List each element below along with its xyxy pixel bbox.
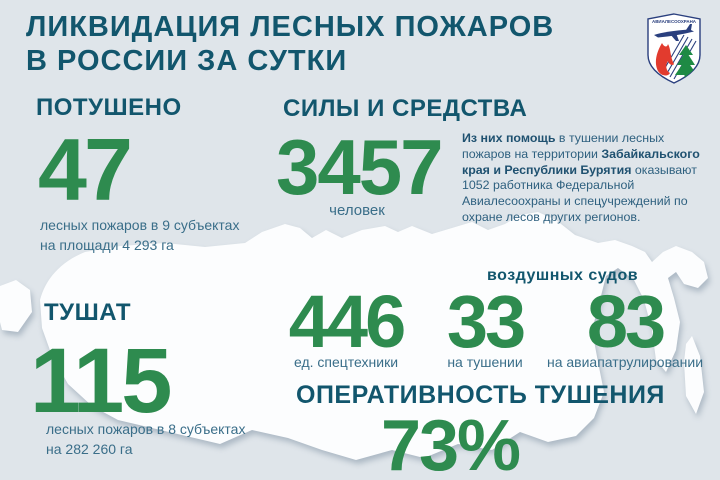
aircraft-group-label: воздушных судов [487,267,639,284]
in-progress-caption-line2: на 282 260 га [46,441,133,458]
extinguished-count: 47 [38,120,133,219]
note-bold-1: Из них помощь [462,131,556,145]
extinguished-heading: ПОТУШЕНО [36,94,182,121]
equipment-label: ед. спецтехники [293,354,399,370]
note-bold-2: Забайкальского края и Республики Бурятия [462,146,700,177]
airplane-icon [654,24,694,41]
efficiency-value: 73% [380,406,521,480]
efficiency-heading: ОПЕРАТИВНОСТЬ ТУШЕНИЯ [296,381,665,409]
russia-map-sakhalin [684,336,704,414]
russia-map-west-fragment [0,280,32,332]
aircraft-firefighting-label: на тушении [447,354,523,370]
aircraft-patrol-label: на авиапатрулировании [546,354,704,370]
people-count: 3457 [276,123,444,211]
note-text-2: оказывают 1052 работника Федеральной Ави… [462,162,697,224]
extinguished-caption: лесных пожаров в 9 субъектах на площади … [40,215,239,256]
page-title-line2: В РОССИИ ЗА СУТКИ [26,45,348,78]
flame-icon [655,43,674,76]
in-progress-heading: ТУШАТ [44,299,132,326]
russia-map-mainland [40,212,708,460]
aircraft-patrol-count: 83 [586,280,666,363]
people-label: человек [329,202,385,219]
forces-heading: СИЛЫ И СРЕДСТВА [283,95,528,122]
aircraft-firefighting-count: 33 [446,280,526,363]
in-progress-caption-line1: лесных пожаров в 8 субъектах [46,421,246,437]
in-progress-caption: лесных пожаров в 8 субъектах на 282 260 … [46,419,245,460]
extinguished-caption-line1: лесных пожаров в 9 субъектах [40,217,240,233]
extinguished-caption-line2: на площади 4 293 га [40,237,174,254]
page-title: ЛИКВИДАЦИЯ ЛЕСНЫХ ПОЖАРОВ В РОССИИ ЗА СУ… [26,10,554,78]
equipment-count: 446 [288,280,406,363]
forces-note: Из них помощь в тушении лесных пожаров н… [462,131,704,226]
page-title-line1: ЛИКВИДАЦИЯ ЛЕСНЫХ ПОЖАРОВ [26,11,555,43]
note-text-1: в тушении лесных пожаров на территории [462,131,665,161]
logo-org-text: АВИАЛЕСООХРАНА [652,19,696,24]
in-progress-count: 115 [30,330,172,432]
avialesookhrana-logo: АВИАЛЕСООХРАНА [647,13,701,84]
